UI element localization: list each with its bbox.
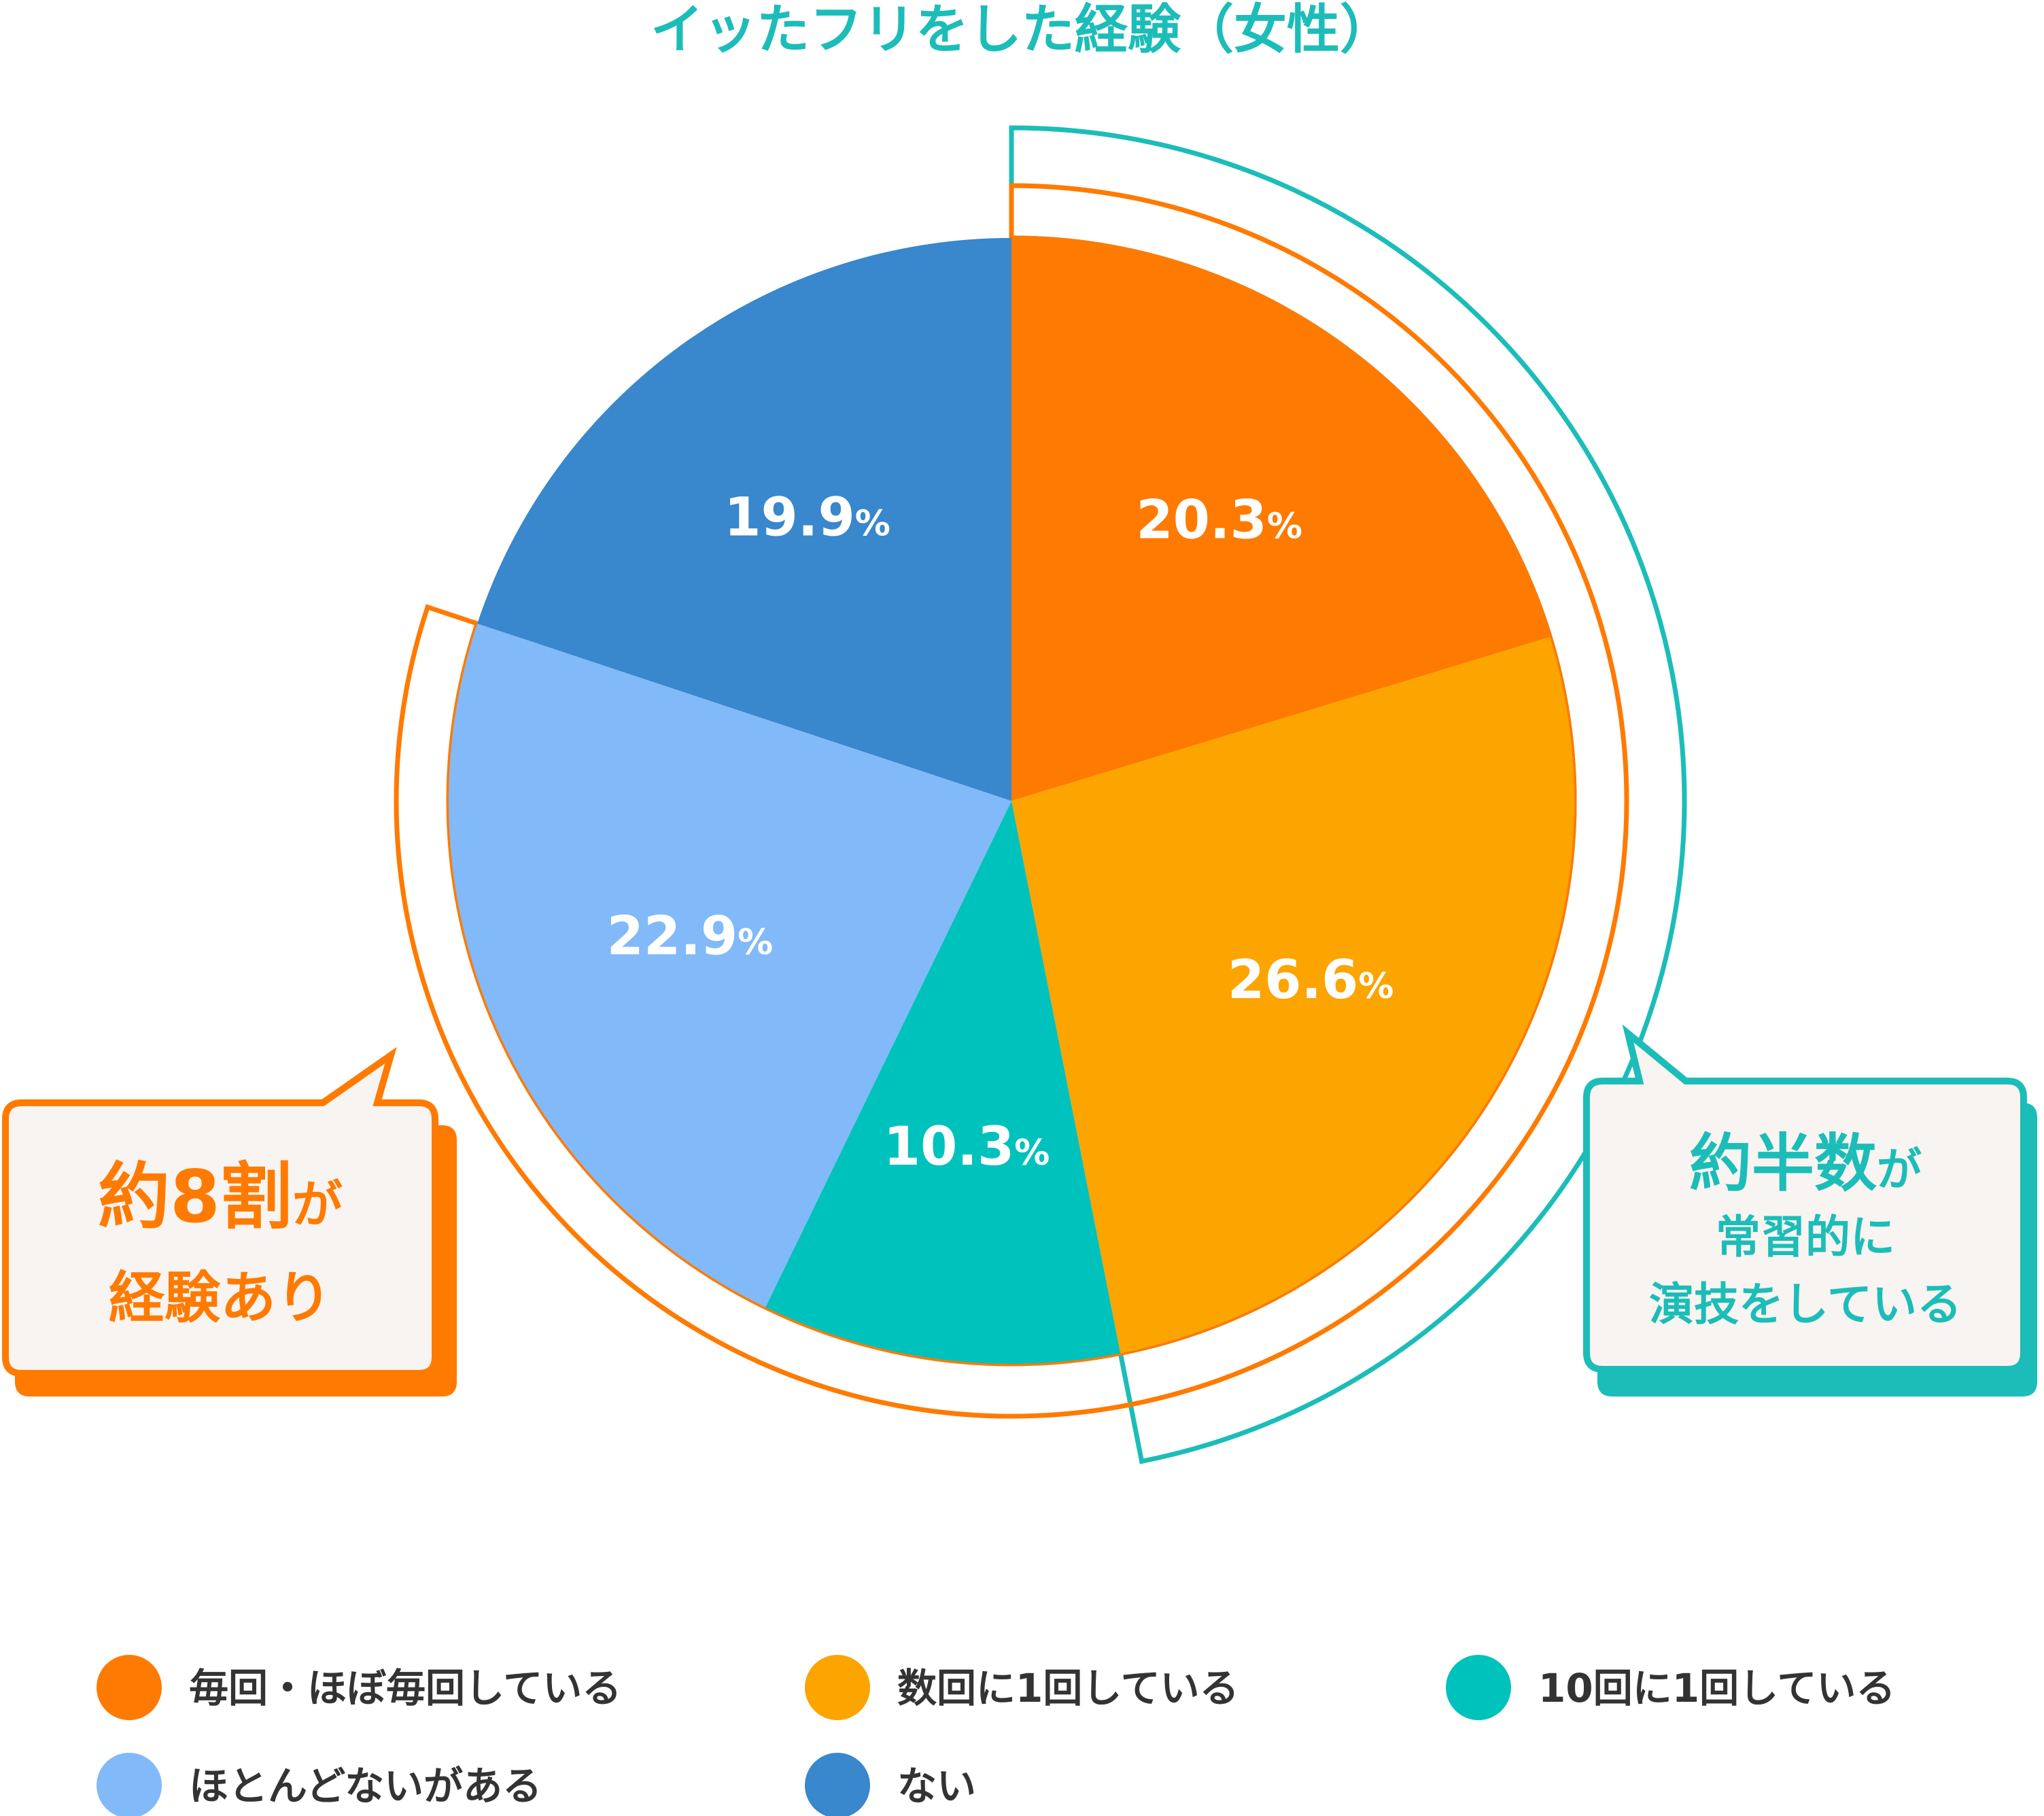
left-callout-small-text: が bbox=[292, 1176, 343, 1234]
legend-label: 毎回・ほぼ毎回している bbox=[189, 1665, 621, 1711]
chart-title: イッたフリをした経験（女性） bbox=[651, 0, 1393, 61]
legend-item: 10回に1回している bbox=[1446, 1655, 1895, 1720]
slice-value-number: 22.9 bbox=[607, 906, 738, 967]
slice-value-unit: % bbox=[1267, 507, 1302, 547]
legend-label: ほとんどないがある bbox=[189, 1763, 542, 1809]
right-callout-small-text: が bbox=[1877, 1144, 1922, 1196]
legend-label: 10回に1回している bbox=[1538, 1665, 1895, 1711]
legend-label: ない bbox=[897, 1763, 976, 1809]
slice-value-number: 26.6 bbox=[1228, 950, 1358, 1011]
pie-slice-5 bbox=[477, 238, 1011, 801]
pie-slices bbox=[448, 238, 1574, 1364]
slice-value-unit: % bbox=[738, 922, 773, 963]
slice-value-label: 26.6% bbox=[1228, 950, 1394, 1011]
pie-slice-4 bbox=[448, 623, 1011, 1307]
slice-value-number: 19.9 bbox=[724, 487, 854, 549]
legend-swatch bbox=[805, 1753, 870, 1816]
left-callout-big-text: 約8割 bbox=[98, 1155, 292, 1239]
pie-slice-3 bbox=[765, 801, 1121, 1364]
legend-swatch bbox=[97, 1753, 162, 1816]
slice-value-label: 10.3% bbox=[884, 1116, 1050, 1178]
slice-value-unit: % bbox=[1358, 966, 1393, 1007]
legend-item: 数回に1回している bbox=[805, 1655, 1239, 1720]
legend-item: 毎回・ほぼ毎回している bbox=[97, 1655, 621, 1720]
pie-slice-2 bbox=[1011, 637, 1574, 1354]
left-callout-line1: 約8割が bbox=[98, 1155, 343, 1239]
legend-swatch bbox=[97, 1655, 162, 1720]
slice-value-unit: % bbox=[855, 504, 890, 545]
pie-slice-1 bbox=[1011, 238, 1551, 801]
legend-swatch bbox=[805, 1655, 870, 1720]
left-callout-bubble bbox=[2, 1046, 438, 1377]
legend-item: ほとんどないがある bbox=[97, 1753, 542, 1816]
left-callout-line2: 経験あり bbox=[109, 1266, 332, 1331]
legend-item: ない bbox=[805, 1753, 976, 1816]
pie-slice-labels: 20.3%26.6%10.3%22.9%19.9% bbox=[607, 487, 1394, 1178]
right-callout-bubble bbox=[1583, 1024, 2027, 1373]
right-callout-big-text: 約半数 bbox=[1689, 1127, 1877, 1200]
slice-value-number: 10.3 bbox=[884, 1116, 1014, 1178]
legend-swatch bbox=[1446, 1655, 1511, 1720]
legend-label: 数回に1回している bbox=[897, 1665, 1239, 1711]
slice-value-label: 20.3% bbox=[1136, 490, 1302, 551]
slice-value-label: 22.9% bbox=[607, 906, 774, 967]
right-callout-line2: 常習的に bbox=[1716, 1211, 1895, 1263]
left-callout: 約8割が 経験あり bbox=[2, 1046, 457, 1397]
right-callout-line3: 演技をしている bbox=[1649, 1278, 1962, 1331]
slice-value-unit: % bbox=[1014, 1133, 1050, 1173]
slice-value-number: 20.3 bbox=[1136, 490, 1266, 551]
right-callout: 約半数が 常習的に 演技をしている bbox=[1583, 1024, 2037, 1397]
slice-value-label: 19.9% bbox=[724, 487, 890, 549]
right-callout-line1: 約半数が bbox=[1689, 1127, 1922, 1200]
